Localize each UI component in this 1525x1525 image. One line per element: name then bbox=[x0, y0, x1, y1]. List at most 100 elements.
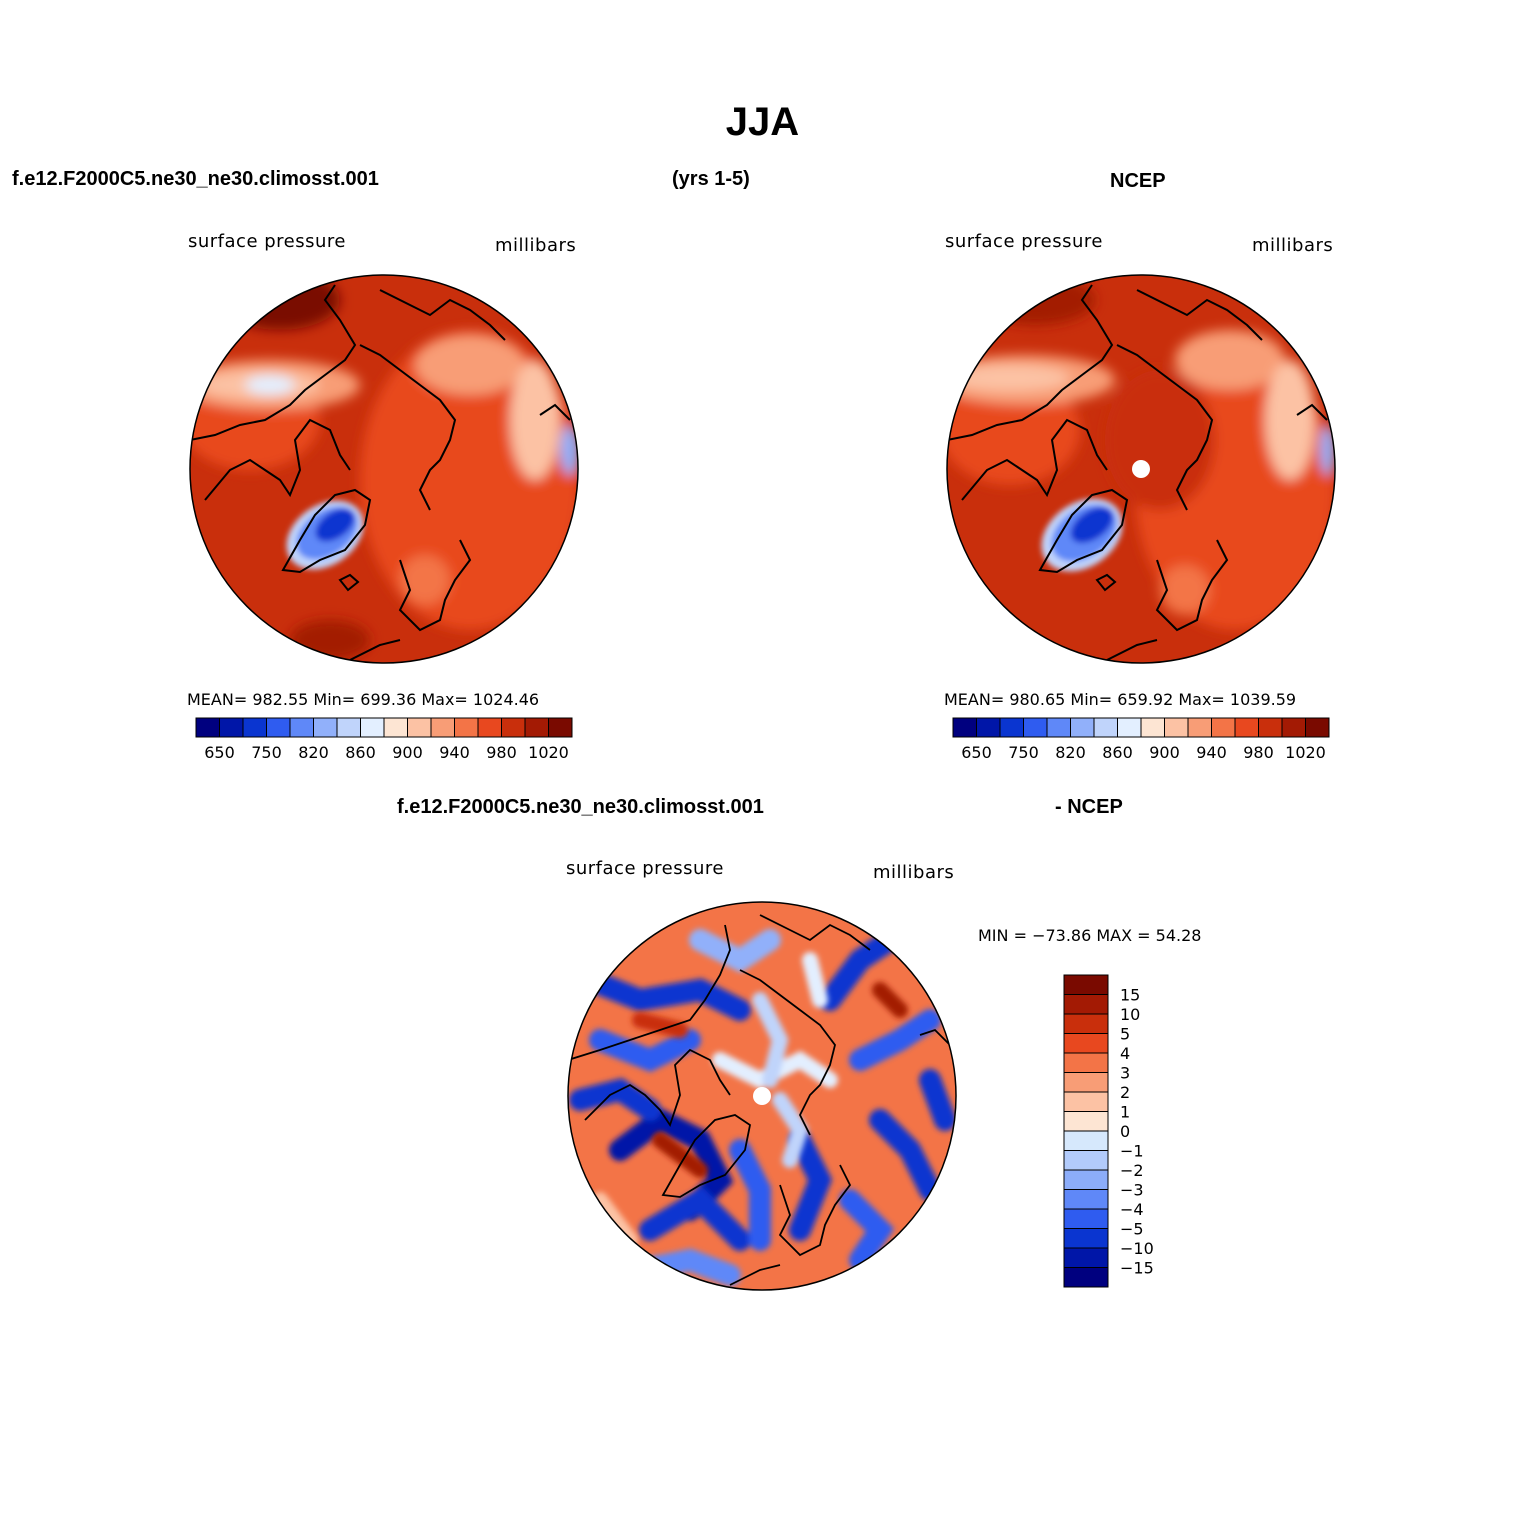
tr-colorbar-swatch bbox=[1046, 717, 1071, 738]
tr-colorbar-tick-label: 900 bbox=[1149, 743, 1180, 762]
diff-colorbar-swatch bbox=[1063, 1267, 1109, 1288]
tl-colorbar-swatch bbox=[501, 717, 526, 738]
diff-colorbar-tick-label: −3 bbox=[1120, 1181, 1144, 1200]
diff-colorbar-swatch bbox=[1063, 1247, 1109, 1268]
tl-stats: MEAN= 982.55 Min= 699.36 Max= 1024.46 bbox=[187, 690, 540, 709]
diff-colorbar-swatch bbox=[1063, 1033, 1109, 1054]
tr-colorbar-swatch bbox=[1187, 717, 1212, 738]
diff-colorbar-tick-label: −2 bbox=[1120, 1161, 1144, 1180]
bottom-stats: MIN = −73.86 MAX = 54.28 bbox=[978, 926, 1202, 945]
tr-case-name: NCEP bbox=[1110, 170, 1166, 192]
tr-colorbar-swatch bbox=[1211, 717, 1236, 738]
bottom-case-name: f.e12.F2000C5.ne30_ne30.climosst.001 bbox=[397, 796, 764, 818]
tl-colorbar-tick-label: 820 bbox=[298, 743, 329, 762]
bottom-units-label: millibars bbox=[873, 862, 955, 883]
diff-colorbar-tick-label: 2 bbox=[1120, 1083, 1130, 1102]
tl-colorbar-swatch bbox=[407, 717, 432, 738]
tr-polar-map bbox=[946, 274, 1336, 664]
diff-colorbar-tick-label: 1 bbox=[1120, 1103, 1130, 1122]
bottom-variable-label: surface pressure bbox=[566, 858, 724, 879]
tl-colorbar-swatch bbox=[313, 717, 338, 738]
tl-colorbar-tick-label: 750 bbox=[251, 743, 282, 762]
tr-colorbar-swatch bbox=[1140, 717, 1165, 738]
diff-colorbar-swatch bbox=[1063, 1130, 1109, 1151]
tl-colorbar-swatch bbox=[548, 717, 573, 738]
diff-colorbar-swatch bbox=[1063, 1189, 1109, 1210]
diff-colorbar-swatch bbox=[1063, 1150, 1109, 1171]
diff-colorbar-tick-label: 4 bbox=[1120, 1044, 1130, 1063]
tr-colorbar-swatch bbox=[1070, 717, 1095, 738]
diff-colorbar-tick-label: 5 bbox=[1120, 1025, 1130, 1044]
tl-units-label: millibars bbox=[495, 235, 577, 256]
tr-colorbar-swatch bbox=[1117, 717, 1142, 738]
tl-polar-map bbox=[189, 274, 579, 664]
tl-case-name: f.e12.F2000C5.ne30_ne30.climosst.001 bbox=[12, 168, 379, 190]
tr-colorbar-tick-label: 980 bbox=[1243, 743, 1274, 762]
tl-colorbar-swatch bbox=[289, 717, 314, 738]
diff-colorbar-swatch bbox=[1063, 994, 1109, 1015]
diff-colorbar-tick-label: 10 bbox=[1120, 1005, 1140, 1024]
tr-colorbar-tick-label: 1020 bbox=[1285, 743, 1326, 762]
tr-colorbar-swatch bbox=[952, 717, 977, 738]
figure-title: JJA bbox=[725, 100, 800, 144]
diff-colorbar-tick-label: −1 bbox=[1120, 1142, 1144, 1161]
diff-colorbar-swatch bbox=[1063, 1208, 1109, 1229]
tr-colorbar-swatch bbox=[1164, 717, 1189, 738]
tr-colorbar-tick-label: 940 bbox=[1196, 743, 1227, 762]
diff-colorbar-swatch bbox=[1063, 974, 1109, 995]
diff-colorbar-swatch bbox=[1063, 1072, 1109, 1093]
bottom-minus-label: - NCEP bbox=[1055, 796, 1123, 818]
tr-colorbar-swatch bbox=[1023, 717, 1048, 738]
tr-colorbar-swatch bbox=[1305, 717, 1330, 738]
tr-colorbar-tick-label: 650 bbox=[961, 743, 992, 762]
diff-colorbar-tick-label: −15 bbox=[1120, 1259, 1154, 1278]
diff-colorbar-tick-label: 3 bbox=[1120, 1064, 1130, 1083]
diff-colorbar-tick-label: 15 bbox=[1120, 986, 1140, 1005]
tr-units-label: millibars bbox=[1252, 235, 1334, 256]
tl-colorbar-swatch bbox=[266, 717, 291, 738]
diff-colorbar-swatch bbox=[1063, 1091, 1109, 1112]
tl-colorbar-swatch bbox=[477, 717, 502, 738]
tl-colorbar-swatch bbox=[242, 717, 267, 738]
tr-colorbar: 650 750 820 860 900 940 980 1020 bbox=[952, 717, 1330, 762]
diff-colorbar-swatch bbox=[1063, 1111, 1109, 1132]
diff-colorbar-tick-label: 0 bbox=[1120, 1122, 1130, 1141]
tl-colorbar: 650 750 820 860 900 940 980 1020 bbox=[195, 717, 573, 762]
diff-colorbar-tick-label: −10 bbox=[1120, 1239, 1154, 1258]
tr-colorbar-swatch bbox=[976, 717, 1001, 738]
tl-colorbar-swatch bbox=[524, 717, 549, 738]
tl-colorbar-tick-label: 900 bbox=[392, 743, 423, 762]
diff-colorbar-swatch bbox=[1063, 1228, 1109, 1249]
tr-colorbar-tick-label: 750 bbox=[1008, 743, 1039, 762]
tl-colorbar-tick-label: 980 bbox=[486, 743, 517, 762]
tl-colorbar-swatch bbox=[360, 717, 385, 738]
tr-colorbar-tick-label: 820 bbox=[1055, 743, 1086, 762]
tl-colorbar-tick-label: 940 bbox=[439, 743, 470, 762]
diff-colorbar-swatch bbox=[1063, 1169, 1109, 1190]
tl-variable-label: surface pressure bbox=[188, 231, 346, 252]
tr-colorbar-swatch bbox=[1258, 717, 1283, 738]
tr-variable-label: surface pressure bbox=[945, 231, 1103, 252]
diff-colorbar-tick-label: −4 bbox=[1120, 1200, 1144, 1219]
tr-colorbar-swatch bbox=[1234, 717, 1259, 738]
tl-colorbar-swatch bbox=[219, 717, 244, 738]
tr-colorbar-swatch bbox=[1281, 717, 1306, 738]
tl-colorbar-tick-label: 650 bbox=[204, 743, 235, 762]
tr-colorbar-tick-label: 860 bbox=[1102, 743, 1133, 762]
tr-colorbar-swatch bbox=[1093, 717, 1118, 738]
diff-colorbar-swatch bbox=[1063, 1052, 1109, 1073]
diff-colorbar-tick-label: −5 bbox=[1120, 1220, 1144, 1239]
tl-colorbar-swatch bbox=[454, 717, 479, 738]
tl-colorbar-swatch bbox=[195, 717, 220, 738]
tl-colorbar-tick-label: 1020 bbox=[528, 743, 569, 762]
tl-colorbar-swatch bbox=[336, 717, 361, 738]
tl-years: (yrs 1-5) bbox=[672, 168, 750, 190]
tl-colorbar-swatch bbox=[383, 717, 408, 738]
bottom-difference-map bbox=[567, 901, 957, 1291]
diff-colorbar-swatch bbox=[1063, 1013, 1109, 1034]
tr-stats: MEAN= 980.65 Min= 659.92 Max= 1039.59 bbox=[944, 690, 1297, 709]
tl-colorbar-tick-label: 860 bbox=[345, 743, 376, 762]
tl-colorbar-swatch bbox=[430, 717, 455, 738]
